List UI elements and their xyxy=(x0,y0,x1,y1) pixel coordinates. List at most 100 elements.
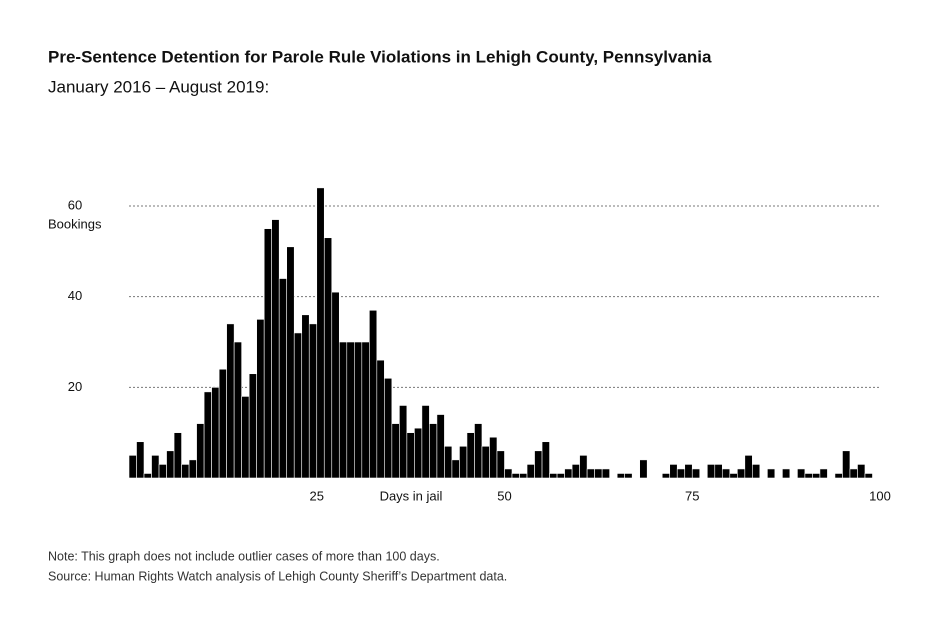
bar xyxy=(316,187,325,479)
bar xyxy=(436,414,445,479)
bar xyxy=(399,405,408,479)
bar xyxy=(188,459,197,479)
bar xyxy=(669,464,678,479)
bar xyxy=(526,464,535,479)
bar xyxy=(714,464,723,479)
bar xyxy=(151,455,160,479)
bar xyxy=(857,464,866,479)
bar xyxy=(256,319,265,479)
bar xyxy=(376,359,385,479)
bar xyxy=(496,450,505,479)
bar xyxy=(369,309,378,479)
bar xyxy=(511,473,520,479)
y-axis-label: Bookings xyxy=(48,216,102,231)
bar xyxy=(406,432,415,479)
bar xyxy=(549,473,558,479)
bar xyxy=(579,455,588,479)
bar xyxy=(173,432,182,479)
bar xyxy=(586,468,595,479)
bar xyxy=(639,459,648,479)
bar xyxy=(737,468,746,479)
bar xyxy=(429,423,438,479)
bar xyxy=(571,464,580,479)
x-axis-label: Days in jail xyxy=(380,488,443,503)
bar xyxy=(519,473,528,479)
x-tick-label: 75 xyxy=(685,488,699,503)
bar xyxy=(504,468,513,479)
bar xyxy=(353,341,363,479)
bar xyxy=(594,468,603,479)
bar xyxy=(812,473,821,479)
bar xyxy=(211,387,220,479)
chart-title: Pre-Sentence Detention for Parole Rule V… xyxy=(48,47,712,66)
bar xyxy=(661,473,671,479)
bar xyxy=(744,455,753,479)
bar xyxy=(233,341,242,479)
bar xyxy=(541,441,550,479)
bar xyxy=(864,473,873,479)
bar xyxy=(158,464,167,479)
bar xyxy=(241,396,250,479)
bar xyxy=(474,423,483,479)
x-tick-label: 100 xyxy=(869,488,891,503)
bar xyxy=(466,432,475,479)
bar xyxy=(489,436,498,479)
chart-subtitle: January 2016 – August 2019: xyxy=(48,77,269,96)
note: Source: Human Rights Watch analysis of L… xyxy=(48,569,507,583)
x-tick-label: 25 xyxy=(310,488,324,503)
bar xyxy=(729,473,738,479)
bar xyxy=(676,468,686,479)
bar xyxy=(481,445,490,479)
bar xyxy=(308,323,318,479)
bar xyxy=(136,441,145,479)
bar xyxy=(181,464,190,479)
bar xyxy=(459,445,468,479)
bar xyxy=(804,473,813,479)
bar xyxy=(819,468,828,479)
bar xyxy=(684,464,693,479)
bar xyxy=(301,314,310,479)
bar xyxy=(128,455,137,479)
bar xyxy=(218,368,227,479)
bar xyxy=(414,427,423,479)
bar xyxy=(706,464,716,479)
bar xyxy=(624,473,633,479)
bar xyxy=(564,468,573,479)
bar xyxy=(361,341,370,479)
bar xyxy=(834,473,843,479)
y-tick-label: 60 xyxy=(68,197,82,212)
bar xyxy=(286,246,295,479)
bar xyxy=(842,450,851,479)
bar xyxy=(797,468,806,479)
bar xyxy=(421,405,430,479)
bar xyxy=(782,468,791,479)
bar xyxy=(691,468,701,479)
bar xyxy=(166,450,175,479)
bar xyxy=(451,459,460,479)
bar xyxy=(534,450,543,479)
bar xyxy=(556,473,565,479)
bar xyxy=(338,341,348,479)
bar xyxy=(143,473,152,479)
bar xyxy=(346,341,355,479)
bar xyxy=(444,445,453,479)
bar xyxy=(752,464,761,479)
bar xyxy=(271,219,280,479)
bar xyxy=(226,323,235,479)
bar xyxy=(293,332,303,479)
bar xyxy=(248,373,257,479)
bar xyxy=(278,278,288,479)
bar xyxy=(384,377,393,479)
bar xyxy=(263,228,272,479)
bar xyxy=(601,468,610,479)
bar xyxy=(391,423,400,479)
bar xyxy=(331,291,340,479)
y-tick-label: 40 xyxy=(68,288,82,303)
bar xyxy=(616,473,625,479)
bar xyxy=(767,468,776,479)
bar xyxy=(323,237,333,479)
y-tick-label: 20 xyxy=(68,379,82,394)
bar xyxy=(849,468,858,479)
bar xyxy=(203,391,212,479)
